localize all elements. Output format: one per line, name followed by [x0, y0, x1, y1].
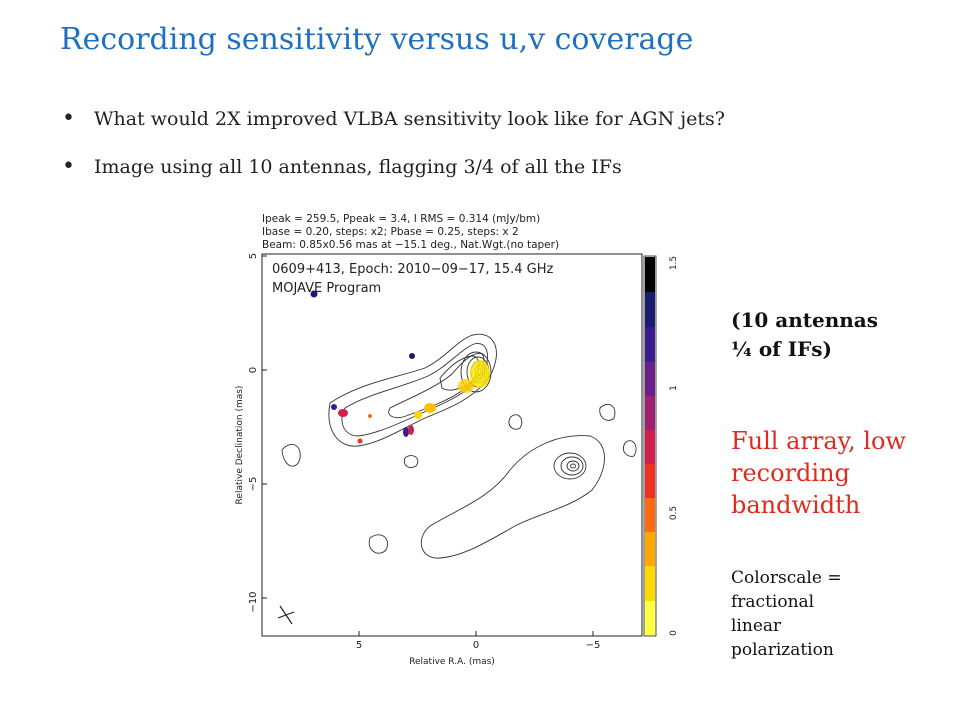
plot-cross-marker [277, 605, 295, 625]
colorbar-segment [645, 601, 655, 635]
colorbar-segment [645, 396, 655, 430]
polarization-color-blobs [310, 290, 490, 444]
caption-line: linear [731, 616, 782, 636]
caption-line: fractional [731, 592, 815, 612]
bullet-text: Image using all 10 antennas, flagging 3/… [94, 156, 622, 178]
x-tick-label: 0 [473, 640, 479, 651]
callout: Full array, low recording bandwidth [731, 425, 906, 521]
colorbar-segment [645, 464, 655, 498]
figure-header-line: Ibase = 0.20, steps: x2; Pbase = 0.25, s… [262, 226, 519, 238]
colorscale-caption: Colorscale = fractional linear polarizat… [731, 566, 842, 662]
bullet-dot-icon: • [62, 154, 75, 179]
colorbar-segment [645, 430, 655, 464]
bullet-text: What would 2X improved VLBA sensitivity … [94, 108, 725, 130]
colorbar-segment [645, 327, 655, 362]
side-note-line: ¼ of IFs) [731, 337, 833, 361]
plot-frame [261, 253, 643, 637]
caption-line: Colorscale = [731, 568, 842, 588]
bullet-item: • Image using all 10 antennas, flagging 3… [62, 154, 725, 202]
x-tick-label: 5 [356, 640, 362, 651]
program-label: MOJAVE Program [272, 281, 381, 296]
page-title: Recording sensitivity versus u,v coverag… [60, 22, 694, 57]
figure-header-line: Ipeak = 259.5, Ppeak = 3.4, I RMS = 0.31… [262, 213, 540, 225]
colorbar-segment [645, 257, 655, 292]
colorbar-segment [645, 532, 655, 566]
callout-line: recording [731, 459, 850, 487]
y-tick-label: 5 [248, 253, 259, 259]
bullet-list: • What would 2X improved VLBA sensitivity… [62, 106, 725, 202]
callout-line: bandwidth [731, 491, 861, 519]
y-tick-label: −10 [248, 591, 259, 612]
y-axis-label: Relative Declination (mas) [235, 386, 245, 505]
colorbar-segment [645, 362, 655, 396]
source-label: 0609+413, Epoch: 2010−09−17, 15.4 GHz [272, 262, 554, 277]
colorbar-segment [645, 566, 655, 601]
figure-header-line: Beam: 0.85x0.56 mas at −15.1 deg., Nat.W… [262, 239, 559, 251]
callout-line: Full array, low [731, 427, 906, 455]
colorbar-tick-label: 0 [669, 630, 679, 636]
colorbar-tick-label: 0.5 [669, 506, 679, 520]
colorbar-segment [645, 292, 655, 327]
bullet-dot-icon: • [62, 106, 75, 131]
y-tick-label: −5 [248, 477, 259, 492]
bullet-item: • What would 2X improved VLBA sensitivity… [62, 106, 725, 154]
polarization-contour-map: Ipeak = 259.5, Ppeak = 3.4, I RMS = 0.31… [235, 213, 679, 667]
y-tick-label: 0 [248, 367, 259, 373]
colorbar-segment [645, 498, 655, 532]
x-tick-label: −5 [586, 640, 601, 651]
side-note-line: (10 antennas [731, 308, 879, 332]
x-axis-label: Relative R.A. (mas) [409, 657, 495, 667]
plot-ticks [262, 255, 594, 636]
caption-line: polarization [731, 640, 834, 660]
colorbar-tick-label: 1.5 [669, 256, 679, 270]
colorbar-tick-label: 1 [669, 385, 679, 391]
colorbar [645, 257, 655, 635]
side-note: (10 antennas ¼ of IFs) [731, 306, 878, 364]
